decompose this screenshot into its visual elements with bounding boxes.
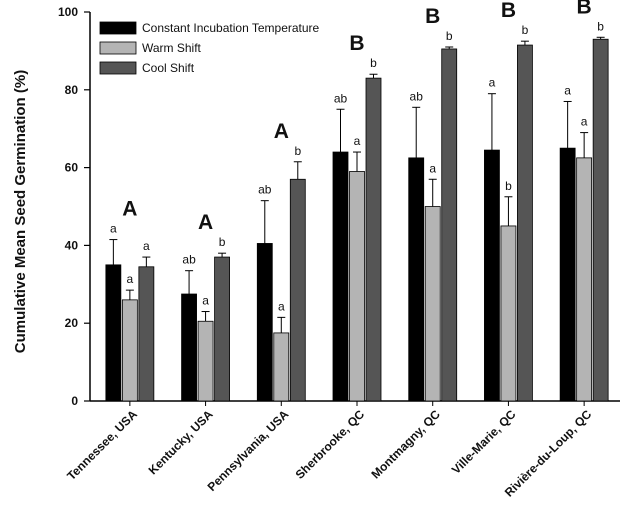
bar <box>576 157 593 402</box>
significance-letter: a <box>489 76 496 90</box>
group-letter: B <box>425 5 440 28</box>
x-tick-label: Montmagny, QC <box>369 407 444 482</box>
bar <box>484 149 500 402</box>
significance-letter: b <box>597 19 604 33</box>
significance-letter: ab <box>334 91 348 105</box>
significance-letter: a <box>127 272 134 286</box>
legend-swatch <box>99 41 137 55</box>
x-tick-label: Kentucky, USA <box>146 407 216 477</box>
significance-letter: a <box>202 294 209 308</box>
bar <box>121 299 138 402</box>
bar <box>592 38 609 402</box>
bar <box>365 77 382 402</box>
bar <box>105 264 122 402</box>
x-tick-label: Tennessee, USA <box>64 407 140 483</box>
group-letter: A <box>122 198 137 221</box>
bar <box>517 44 533 402</box>
significance-letter: b <box>505 179 512 193</box>
x-axis-categories: Tennessee, USA Kentucky, USAPennsylvania,… <box>64 401 594 500</box>
y-tick-label: 40 <box>65 238 79 252</box>
bar <box>559 147 576 402</box>
bar <box>408 157 425 402</box>
bar <box>500 225 517 402</box>
significance-letter: a <box>143 239 150 253</box>
y-tick-label: 100 <box>58 5 78 19</box>
y-axis-label: Cumulative Mean Seed Germination (%) <box>12 70 29 353</box>
significance-letter: ab <box>182 253 196 267</box>
x-tick-label: Rivière-du-Loup, QC <box>502 407 595 500</box>
y-tick-label: 80 <box>65 83 79 97</box>
significance-letter: a <box>354 134 361 148</box>
x-tick-label: Pennsylvania, USA <box>205 407 292 494</box>
bar <box>181 293 197 402</box>
bar <box>289 178 306 402</box>
significance-letter: a <box>110 222 117 236</box>
group-letter: B <box>349 32 364 55</box>
significance-letter: a <box>564 83 571 97</box>
significance-letter: ab <box>258 183 272 197</box>
legend: Constant Incubation Temperature Warm Shif… <box>99 21 320 75</box>
bar <box>256 243 273 402</box>
y-tick-label: 20 <box>65 316 79 330</box>
bar <box>273 332 290 402</box>
bar <box>332 151 349 402</box>
y-axis-ticks: 0 20 40 60 80 100 <box>58 5 90 408</box>
y-tick-label: 60 <box>65 161 79 175</box>
x-tick-label: Sherbrooke, QC <box>293 407 368 482</box>
bar <box>138 266 155 402</box>
y-tick-label: 0 <box>71 394 78 408</box>
significance-letter: b <box>219 235 226 249</box>
significance-letter: a <box>581 115 588 129</box>
bar <box>424 206 441 402</box>
significance-letter: b <box>294 144 301 158</box>
legend-swatch <box>99 21 137 35</box>
error-bars <box>109 36 605 333</box>
significance-letter: b <box>370 56 377 70</box>
legend-label: Warm Shift <box>142 41 202 55</box>
significance-letter: ab <box>410 89 424 103</box>
bar <box>441 48 458 402</box>
significance-letter: a <box>278 299 285 313</box>
bar <box>197 320 214 402</box>
legend-label: Cool Shift <box>142 61 195 75</box>
significance-letter: a <box>429 161 436 175</box>
group-letter: B <box>501 0 516 22</box>
group-letter: A <box>198 211 213 234</box>
bars <box>105 38 609 402</box>
legend-label: Constant Incubation Temperature <box>142 21 320 35</box>
significance-letter: b <box>446 29 453 43</box>
bar <box>349 171 365 402</box>
bar <box>214 256 230 402</box>
significance-letter: b <box>522 23 529 37</box>
x-tick-label: Ville-Marie, QC <box>449 407 519 477</box>
group-letter: A <box>274 120 289 143</box>
legend-swatch <box>99 61 137 75</box>
group-letter: B <box>577 0 592 18</box>
